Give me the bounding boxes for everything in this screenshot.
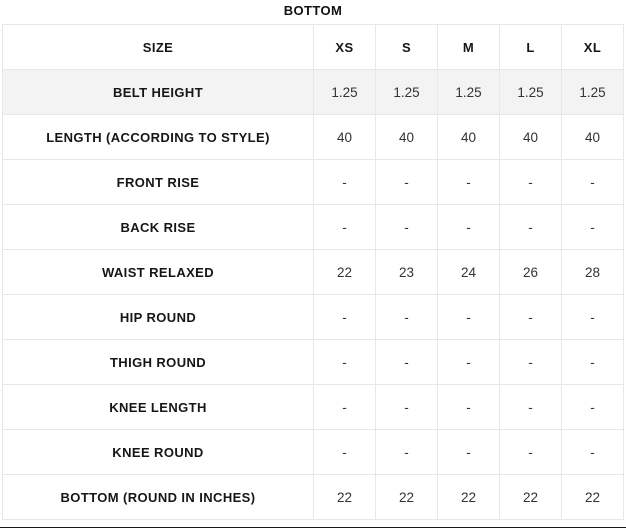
row-label: BELT HEIGHT xyxy=(2,69,314,115)
value-cell: - xyxy=(375,159,438,205)
table-row: KNEE LENGTH - - - - - xyxy=(2,384,624,430)
value-cell: 40 xyxy=(375,114,438,160)
value-cell: - xyxy=(313,159,376,205)
value-cell: - xyxy=(499,429,562,475)
header-size-m: M xyxy=(437,24,500,70)
value-cell: - xyxy=(561,384,624,430)
value-cell: - xyxy=(375,429,438,475)
value-cell: - xyxy=(313,384,376,430)
value-cell: - xyxy=(561,339,624,385)
row-label: BACK RISE xyxy=(2,204,314,250)
value-cell: 22 xyxy=(313,474,376,520)
table-row: BOTTOM (ROUND IN INCHES) 22 22 22 22 22 xyxy=(2,474,624,520)
row-label: BOTTOM (ROUND IN INCHES) xyxy=(2,474,314,520)
value-cell: 26 xyxy=(499,249,562,295)
value-cell: - xyxy=(375,294,438,340)
value-cell: - xyxy=(499,339,562,385)
value-cell: - xyxy=(561,204,624,250)
table-row: BELT HEIGHT 1.25 1.25 1.25 1.25 1.25 xyxy=(2,69,624,115)
value-cell: - xyxy=(561,429,624,475)
value-cell: - xyxy=(437,204,500,250)
table-row: HIP ROUND - - - - - xyxy=(2,294,624,340)
value-cell: 22 xyxy=(499,474,562,520)
value-cell: - xyxy=(437,384,500,430)
value-cell: 40 xyxy=(313,114,376,160)
header-size-xl: XL xyxy=(561,24,624,70)
table-row: KNEE ROUND - - - - - xyxy=(2,429,624,475)
size-chart-table: SIZE XS S M L XL BELT HEIGHT 1.25 1.25 1.25 1.25… xyxy=(2,24,624,520)
row-label: HIP ROUND xyxy=(2,294,314,340)
table-row: WAIST RELAXED 22 23 24 26 28 xyxy=(2,249,624,295)
value-cell: 22 xyxy=(313,249,376,295)
header-size-l: L xyxy=(499,24,562,70)
value-cell: 22 xyxy=(375,474,438,520)
value-cell: 40 xyxy=(499,114,562,160)
table-row: BACK RISE - - - - - xyxy=(2,204,624,250)
value-cell: 40 xyxy=(437,114,500,160)
value-cell: 1.25 xyxy=(437,69,500,115)
header-size-xs: XS xyxy=(313,24,376,70)
row-label: WAIST RELAXED xyxy=(2,249,314,295)
value-cell: 1.25 xyxy=(313,69,376,115)
row-label: THIGH ROUND xyxy=(2,339,314,385)
value-cell: - xyxy=(375,204,438,250)
value-cell: - xyxy=(313,204,376,250)
value-cell: - xyxy=(437,429,500,475)
table-row: FRONT RISE - - - - - xyxy=(2,159,624,205)
chart-title: BOTTOM xyxy=(283,3,343,18)
value-cell: - xyxy=(499,159,562,205)
value-cell: - xyxy=(437,159,500,205)
value-cell: 24 xyxy=(437,249,500,295)
value-cell: - xyxy=(499,204,562,250)
value-cell: - xyxy=(499,384,562,430)
value-cell: - xyxy=(499,294,562,340)
value-cell: 22 xyxy=(437,474,500,520)
value-cell: - xyxy=(313,429,376,475)
row-label: KNEE ROUND xyxy=(2,429,314,475)
value-cell: - xyxy=(437,339,500,385)
value-cell: 28 xyxy=(561,249,624,295)
value-cell: 1.25 xyxy=(375,69,438,115)
header-row: SIZE XS S M L XL xyxy=(2,24,624,70)
value-cell: 23 xyxy=(375,249,438,295)
value-cell: 40 xyxy=(561,114,624,160)
value-cell: - xyxy=(561,159,624,205)
header-size-label: SIZE xyxy=(2,24,314,70)
value-cell: - xyxy=(375,339,438,385)
value-cell: - xyxy=(437,294,500,340)
value-cell: - xyxy=(375,384,438,430)
row-label: KNEE LENGTH xyxy=(2,384,314,430)
row-label: FRONT RISE xyxy=(2,159,314,205)
value-cell: 1.25 xyxy=(499,69,562,115)
table-row: THIGH ROUND - - - - - xyxy=(2,339,624,385)
table-row: LENGTH (ACCORDING TO STYLE) 40 40 40 40 40 xyxy=(2,114,624,160)
value-cell: - xyxy=(561,294,624,340)
header-size-s: S xyxy=(375,24,438,70)
value-cell: - xyxy=(313,294,376,340)
value-cell: 1.25 xyxy=(561,69,624,115)
value-cell: 22 xyxy=(561,474,624,520)
row-label: LENGTH (ACCORDING TO STYLE) xyxy=(2,114,314,160)
value-cell: - xyxy=(313,339,376,385)
